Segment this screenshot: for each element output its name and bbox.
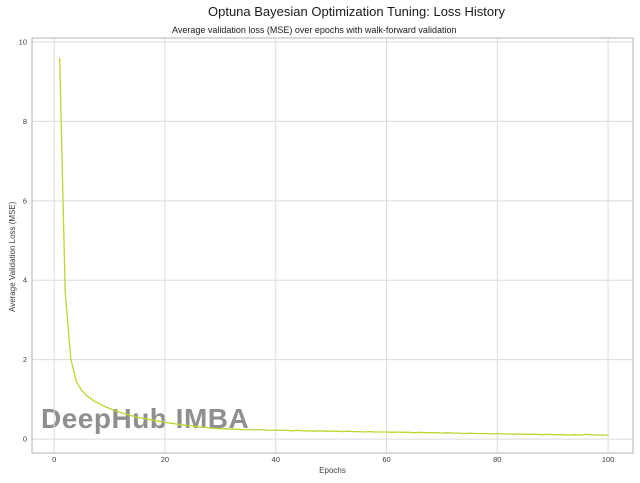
x-tick-label: 60 (382, 455, 390, 464)
chart-subtitle: Average validation loss (MSE) over epoch… (172, 25, 457, 35)
x-tick-label: 80 (493, 455, 501, 464)
x-axis-label: Epochs (319, 466, 346, 475)
x-tick-label: 0 (52, 455, 56, 464)
plot-border (31, 37, 634, 454)
x-tick-label: 40 (272, 455, 280, 464)
y-tick-label: 10 (19, 37, 27, 46)
y-tick-label: 0 (23, 435, 27, 444)
loss-curve (59, 58, 609, 436)
x-tick-label: 20 (161, 455, 169, 464)
y-tick-label: 8 (23, 117, 27, 126)
y-tick-label: 2 (23, 355, 27, 364)
chart-title: Optuna Bayesian Optimization Tuning: Los… (208, 4, 505, 19)
x-tick-label: 100 (602, 455, 615, 464)
y-tick-label: 6 (23, 196, 27, 205)
y-tick-label: 4 (23, 276, 27, 285)
